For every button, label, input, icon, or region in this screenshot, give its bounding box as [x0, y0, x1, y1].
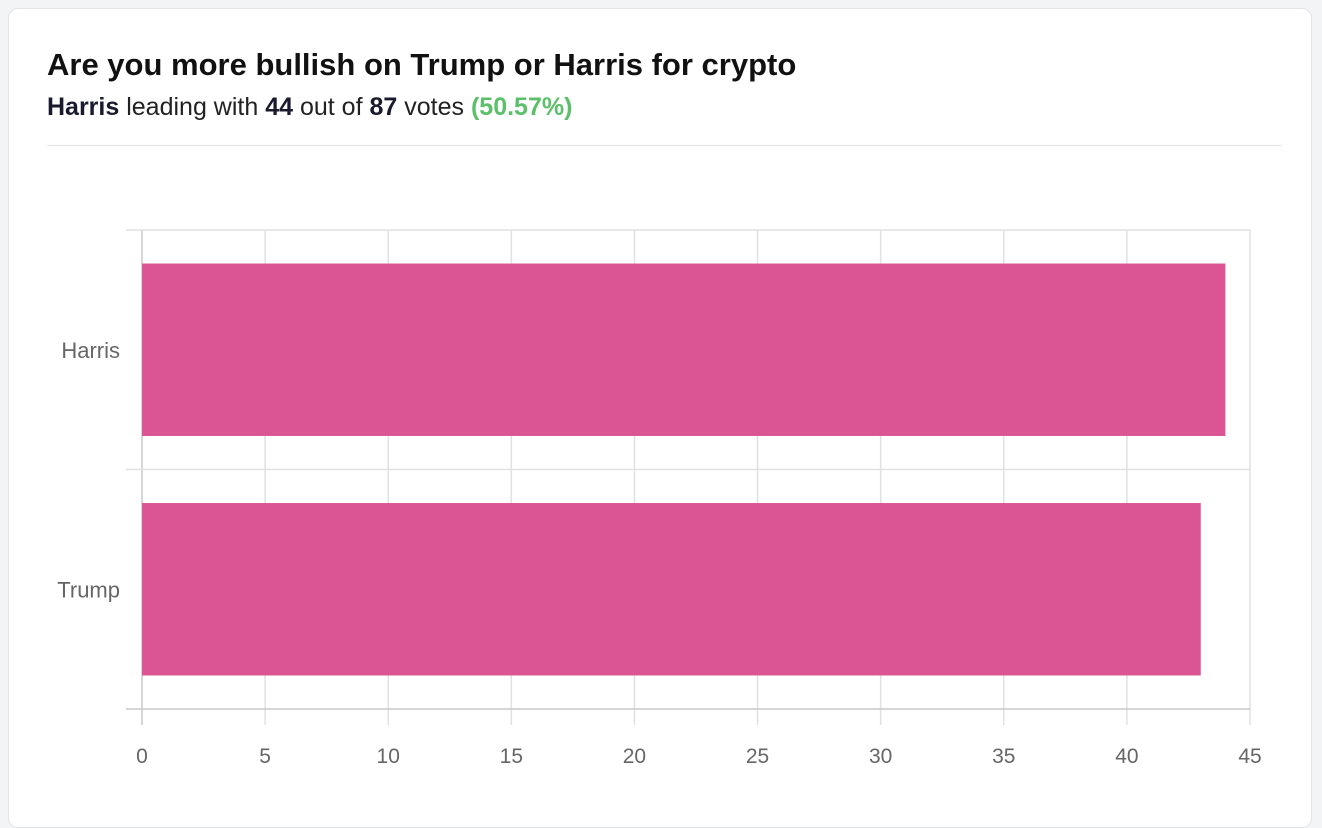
- poll-title: Are you more bullish on Trump or Harris …: [47, 47, 797, 82]
- votes-text: votes: [404, 93, 465, 121]
- header-divider: [47, 145, 1282, 146]
- bar-harris: [142, 263, 1226, 436]
- leading-with-text: leading with: [126, 93, 259, 121]
- total-votes: 87: [369, 93, 398, 121]
- category-label: Trump: [57, 577, 120, 602]
- x-tick-label: 0: [136, 745, 148, 768]
- x-tick-label: 40: [1115, 745, 1138, 768]
- x-tick-label: 5: [259, 745, 271, 768]
- x-tick-label: 25: [746, 745, 769, 768]
- poll-summary: Harris leading with 44 out of 87 votes (…: [47, 93, 572, 122]
- x-tick-label: 30: [869, 745, 892, 768]
- x-tick-label: 35: [992, 745, 1015, 768]
- out-of-text: out of: [299, 93, 363, 121]
- x-tick-label: 45: [1238, 745, 1261, 768]
- leader-percentage: (50.57%): [470, 93, 573, 121]
- category-label: Harris: [61, 338, 120, 363]
- x-tick-label: 20: [623, 745, 646, 768]
- bar-trump: [142, 503, 1201, 676]
- x-tick-label: 10: [377, 745, 400, 768]
- leader-votes: 44: [265, 93, 294, 121]
- x-tick-label: 15: [500, 745, 523, 768]
- leader-name: Harris: [47, 93, 120, 121]
